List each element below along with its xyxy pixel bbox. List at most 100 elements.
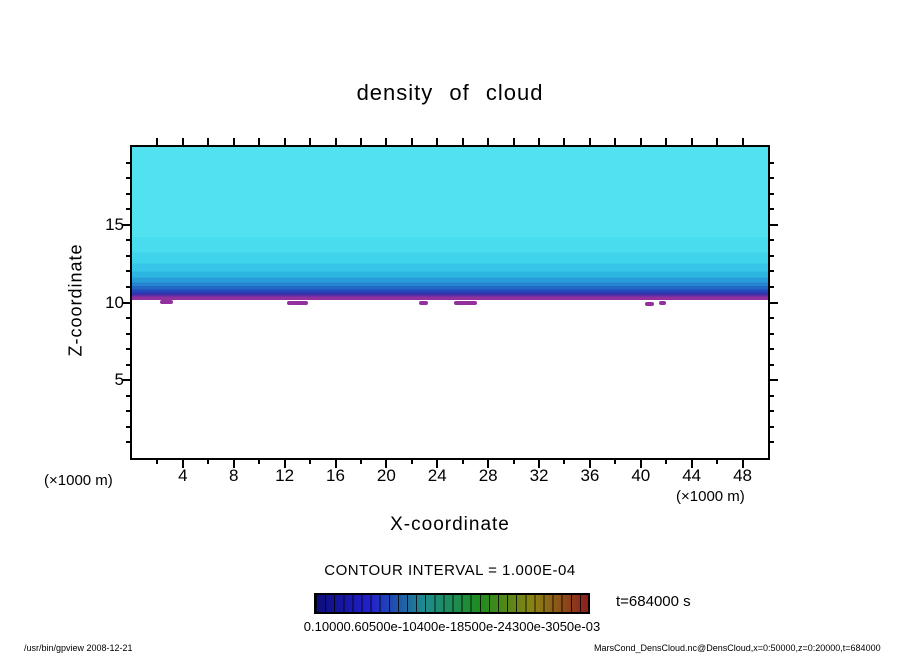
axis-tick [126, 332, 130, 335]
axis-tick [770, 301, 778, 304]
x-tick-label: 32 [529, 466, 549, 485]
axis-tick [770, 223, 778, 226]
axis-tick [588, 138, 591, 145]
axis-tick [126, 177, 130, 180]
axis-tick [770, 348, 774, 351]
colorbar-value-labels: 0.10000.60500e-10400e-18500e-24300e-3050… [303, 619, 601, 634]
axis-tick [126, 410, 130, 413]
x-axis-unit-label-left: (×1000 m) [44, 472, 113, 489]
axis-tick [126, 394, 130, 397]
y-tick-labels: 5 10 15 [84, 147, 124, 458]
axis-tick [690, 138, 693, 145]
footer-datasource-text: MarsCond_DensCloud.nc@DensCloud,x=0:5000… [594, 643, 881, 653]
axis-tick [741, 138, 744, 145]
x-tick-label: 20 [376, 466, 396, 485]
axis-tick [614, 138, 617, 145]
axis-tick [563, 460, 566, 464]
axis-tick [716, 460, 719, 464]
axis-tick [207, 460, 210, 464]
x-tick-label: 8 [229, 466, 239, 485]
axis-tick [359, 460, 362, 464]
axis-tick [538, 138, 541, 145]
x-axis-label: X-coordinate [390, 514, 510, 535]
axis-tick [309, 138, 312, 145]
axis-tick [665, 138, 668, 145]
axis-tick [309, 460, 312, 464]
axis-tick [770, 363, 774, 366]
y-axis-label: Z-coordinate [65, 243, 86, 357]
y-tick-label: 15 [105, 214, 124, 234]
axis-tick [770, 410, 774, 413]
axis-tick [512, 460, 515, 464]
footer-command-text: /usr/bin/gpview 2008-12-21 [24, 643, 133, 653]
axis-tick [126, 363, 130, 366]
axis-tick [126, 239, 130, 242]
axis-tick [770, 192, 774, 195]
y-tick-label: 5 [114, 370, 124, 390]
axis-tick [334, 138, 337, 145]
axis-tick [156, 138, 159, 145]
axis-tick [770, 239, 774, 242]
axis-tick [614, 460, 617, 464]
axis-tick [385, 138, 388, 145]
axis-tick [770, 270, 774, 273]
contour-interval-text: CONTOUR INTERVAL = 1.000E-04 [324, 562, 576, 579]
axis-tick [770, 177, 774, 180]
x-axis-unit-label-right: (×1000 m) [676, 488, 745, 505]
x-tick-label: 24 [427, 466, 447, 485]
axis-tick [410, 460, 413, 464]
axis-tick [770, 254, 774, 257]
axis-tick [207, 138, 210, 145]
axis-tick [126, 161, 130, 164]
axis-tick [126, 317, 130, 320]
axis-tick [770, 441, 774, 444]
axis-tick [126, 254, 130, 257]
axis-tick [461, 138, 464, 145]
plot-area [122, 138, 778, 468]
axis-tick [770, 161, 774, 164]
axis-tick [770, 425, 774, 428]
axis-tick [770, 332, 774, 335]
axis-tick [258, 138, 261, 145]
plot-title: density of cloud [356, 80, 544, 105]
x-tick-label: 12 [275, 466, 295, 485]
axis-tick [770, 394, 774, 397]
axis-tick [716, 138, 719, 145]
axis-tick [283, 138, 286, 145]
axis-tick [126, 208, 130, 211]
axis-tick [770, 317, 774, 320]
x-tick-labels: 4 8 12 16 20 24 28 32 36 40 44 48 [132, 466, 768, 488]
axis-tick [126, 348, 130, 351]
axis-tick [181, 138, 184, 145]
x-tick-label: 28 [478, 466, 498, 485]
axis-tick [639, 138, 642, 145]
time-label: t=684000 s [616, 593, 691, 610]
axis-tick [563, 138, 566, 145]
y-tick-label: 10 [105, 292, 124, 312]
axis-tick [359, 138, 362, 145]
colorbar-tick-lines [316, 595, 588, 612]
x-tick-label: 36 [580, 466, 600, 485]
x-tick-label: 4 [178, 466, 188, 485]
axis-tick [770, 208, 774, 211]
axis-tick [156, 460, 159, 464]
axis-tick [126, 425, 130, 428]
axis-tick [258, 460, 261, 464]
x-tick-label: 48 [733, 466, 753, 485]
x-tick-label: 40 [631, 466, 651, 485]
x-tick-label: 16 [326, 466, 345, 485]
axis-tick [126, 192, 130, 195]
axis-tick [512, 138, 515, 145]
axis-tick [487, 138, 490, 145]
x-tick-label: 44 [682, 466, 702, 485]
axis-tick [126, 441, 130, 444]
axis-tick [770, 379, 778, 382]
axis-tick [436, 138, 439, 145]
colorbar [314, 593, 590, 614]
axis-tick [126, 270, 130, 273]
axis-tick [770, 285, 774, 288]
axis-tick [665, 460, 668, 464]
axis-tick [461, 460, 464, 464]
axis-tick [410, 138, 413, 145]
